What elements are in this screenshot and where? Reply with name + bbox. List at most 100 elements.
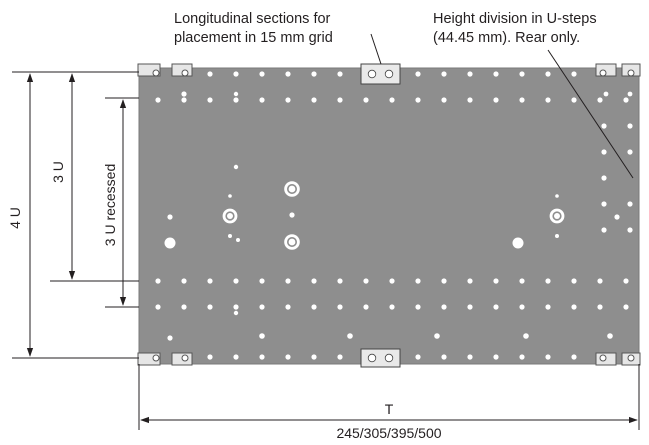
grid-hole <box>233 91 239 97</box>
small-hole <box>555 194 559 198</box>
grid-hole <box>467 97 473 103</box>
grid-hole <box>337 71 343 77</box>
grid-hole <box>571 97 577 103</box>
grid-hole <box>627 201 633 207</box>
grid-hole <box>623 97 629 103</box>
grid-hole <box>285 71 291 77</box>
corner-bracket-bottom-left <box>137 352 193 366</box>
label-4u: 4 U <box>7 207 23 229</box>
label-height-division-line2: (44.45 mm). Rear only. <box>433 30 580 46</box>
grid-hole <box>285 354 291 360</box>
grid-hole <box>389 97 395 103</box>
boss-hole-center <box>227 213 233 219</box>
grid-hole <box>233 278 239 284</box>
boss-hole-center <box>288 238 296 246</box>
grid-hole <box>623 304 629 310</box>
grid-hole <box>337 97 343 103</box>
grid-hole <box>311 71 317 77</box>
grid-hole <box>311 97 317 103</box>
grid-hole <box>545 354 551 360</box>
label-width-symbol: T <box>385 401 394 417</box>
grid-hole <box>207 97 213 103</box>
grid-hole <box>259 304 265 310</box>
grid-hole <box>601 201 607 207</box>
grid-hole <box>467 71 473 77</box>
grid-hole <box>545 278 551 284</box>
grid-hole <box>607 333 613 339</box>
grid-hole <box>233 310 239 316</box>
grid-hole <box>259 71 265 77</box>
grid-hole <box>441 354 447 360</box>
grid-hole <box>415 97 421 103</box>
grid-hole <box>441 97 447 103</box>
grid-hole <box>467 354 473 360</box>
label-3u-recessed: 3 U recessed <box>102 164 118 246</box>
grid-hole <box>155 304 161 310</box>
grid-hole <box>467 278 473 284</box>
leader-longitudinal <box>370 33 382 65</box>
hole-pattern <box>155 71 633 360</box>
large-hole <box>512 237 524 249</box>
grid-hole <box>389 278 395 284</box>
grid-hole <box>493 278 499 284</box>
grid-hole <box>181 304 187 310</box>
grid-hole <box>207 304 213 310</box>
grid-hole <box>415 304 421 310</box>
grid-hole <box>627 123 633 129</box>
grid-hole <box>601 123 607 129</box>
small-hole <box>228 234 232 238</box>
grid-hole <box>571 354 577 360</box>
grid-hole <box>347 333 353 339</box>
label-width-values: 245/305/395/500 <box>336 425 441 441</box>
grid-hole <box>167 214 173 220</box>
grid-hole <box>389 304 395 310</box>
small-hole <box>233 164 239 170</box>
grid-hole <box>259 278 265 284</box>
grid-hole <box>493 97 499 103</box>
small-hole <box>228 194 232 198</box>
label-longitudinal-line1: Longitudinal sections for <box>174 11 331 27</box>
label-height-division-line1: Height division in U-steps <box>433 11 597 27</box>
grid-hole <box>363 278 369 284</box>
grid-hole <box>627 227 633 233</box>
label-longitudinal-line2: placement in 15 mm grid <box>174 30 333 46</box>
grid-hole <box>415 354 421 360</box>
grid-hole <box>545 304 551 310</box>
grid-hole <box>415 71 421 77</box>
corner-bracket-bottom-right <box>595 352 641 366</box>
grid-hole <box>571 278 577 284</box>
grid-hole <box>415 278 421 284</box>
grid-hole <box>493 71 499 77</box>
grid-hole <box>285 278 291 284</box>
grid-hole <box>571 71 577 77</box>
grid-hole <box>519 354 525 360</box>
leader-height-division <box>547 49 634 179</box>
grid-hole <box>337 304 343 310</box>
grid-hole <box>627 149 633 155</box>
grid-hole <box>597 278 603 284</box>
grid-hole <box>601 149 607 155</box>
grid-hole <box>155 97 161 103</box>
grid-hole <box>155 278 161 284</box>
grid-hole <box>233 304 239 310</box>
grid-hole <box>311 278 317 284</box>
small-hole <box>236 238 240 242</box>
grid-hole <box>285 97 291 103</box>
grid-hole <box>603 91 609 97</box>
grid-hole <box>597 97 603 103</box>
grid-hole <box>623 278 629 284</box>
grid-hole <box>614 214 620 220</box>
grid-hole <box>441 278 447 284</box>
grid-hole <box>207 354 213 360</box>
grid-hole <box>627 91 633 97</box>
grid-hole <box>181 91 187 97</box>
large-hole <box>164 237 176 249</box>
grid-hole <box>285 304 291 310</box>
grid-hole <box>519 71 525 77</box>
grid-hole <box>207 71 213 77</box>
grid-hole <box>363 304 369 310</box>
grid-hole <box>523 333 529 339</box>
grid-hole <box>363 97 369 103</box>
